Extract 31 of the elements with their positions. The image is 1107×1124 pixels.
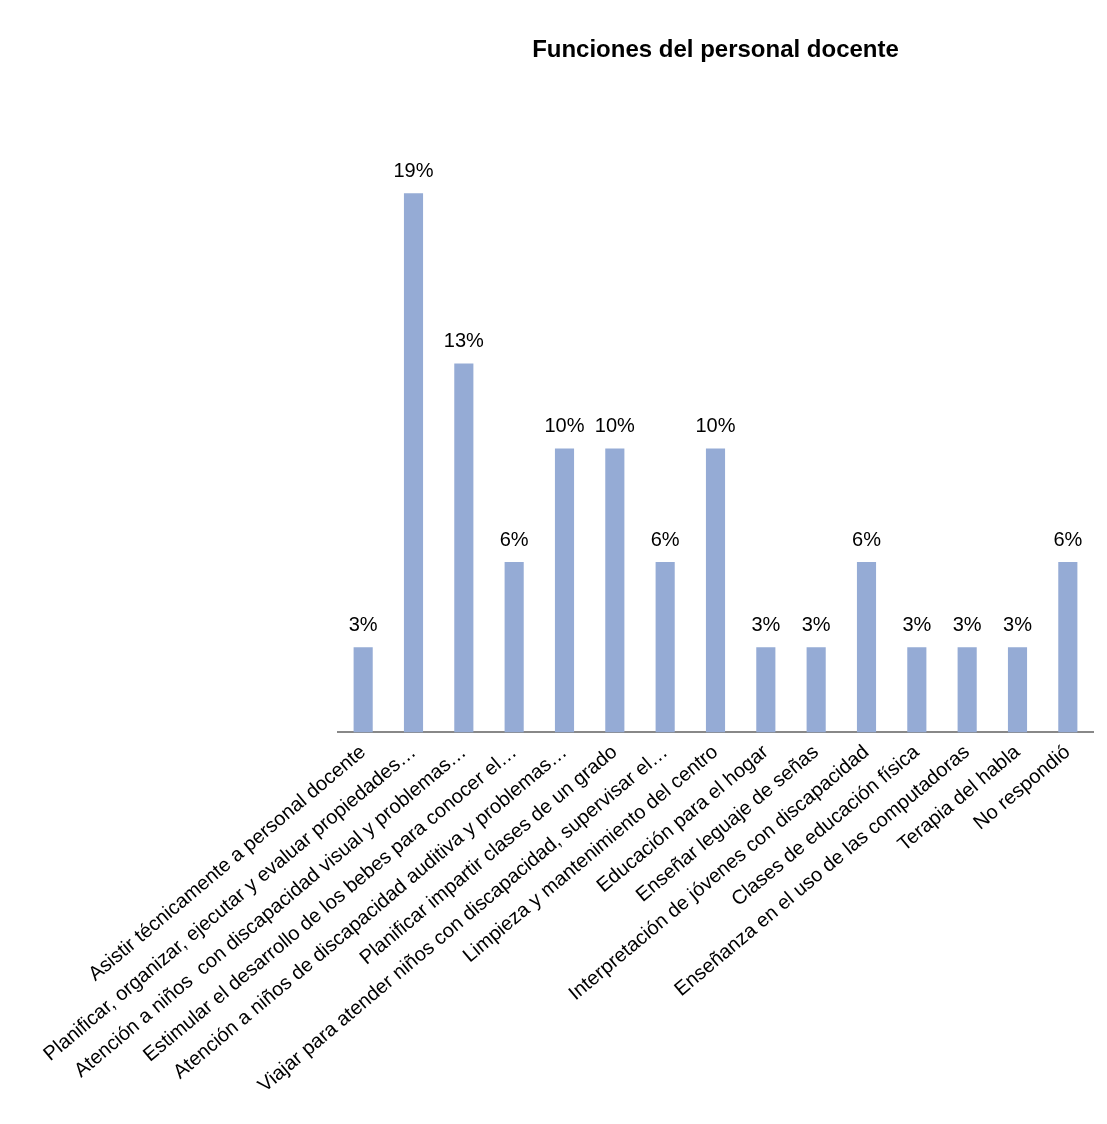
bar (605, 448, 625, 733)
data-label: 19% (393, 158, 434, 181)
data-label: 3% (952, 612, 982, 635)
bar (353, 647, 373, 733)
bar (1058, 562, 1078, 733)
data-label: 6% (499, 527, 529, 550)
data-label: 6% (650, 527, 680, 550)
data-label: 3% (801, 612, 831, 635)
bar (403, 193, 424, 733)
data-label: 3% (348, 612, 378, 635)
bar (856, 562, 877, 733)
bar (454, 363, 474, 733)
bar (907, 647, 927, 733)
bar (806, 647, 826, 733)
bar (504, 562, 524, 733)
bar (705, 448, 726, 733)
data-label: 10% (594, 414, 636, 437)
data-label: 3% (751, 612, 781, 635)
data-label: 10% (544, 414, 585, 437)
data-label: 13% (443, 328, 485, 351)
chart-title: Funciones del personal docente (532, 35, 899, 63)
data-label: 6% (852, 527, 882, 550)
bar (554, 448, 575, 733)
bar (655, 562, 675, 733)
data-label: 10% (695, 414, 736, 437)
bar (756, 647, 776, 733)
data-label: 3% (1003, 612, 1033, 635)
bar (1007, 647, 1028, 733)
data-label: 3% (902, 612, 932, 635)
data-label: 6% (1053, 527, 1083, 550)
bar (957, 647, 977, 733)
